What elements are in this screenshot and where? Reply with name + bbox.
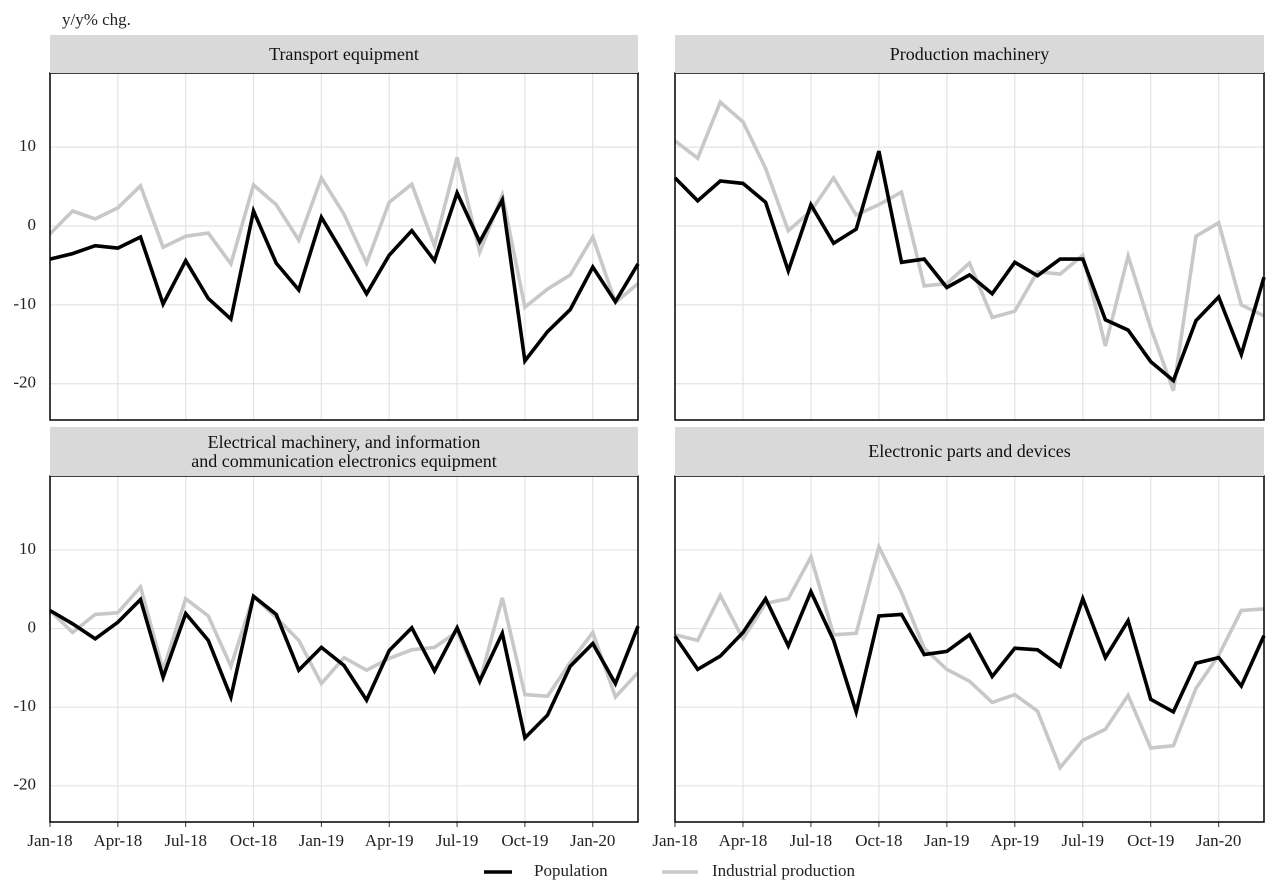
y-tick-label: 0 bbox=[28, 617, 37, 636]
y-tick-label: 0 bbox=[28, 215, 37, 234]
x-tick-label: Apr-18 bbox=[93, 831, 142, 850]
x-tick-label: Jan-18 bbox=[652, 831, 697, 850]
panel-title: Production machinery bbox=[675, 35, 1264, 73]
x-tick-label: Apr-18 bbox=[719, 831, 768, 850]
x-tick-label: Apr-19 bbox=[365, 831, 414, 850]
series-line bbox=[673, 587, 1266, 719]
series-line bbox=[48, 583, 640, 701]
x-tick-label: Jan-19 bbox=[299, 831, 344, 850]
panel-frame bbox=[674, 72, 1265, 421]
series-line bbox=[49, 188, 640, 366]
x-tick-label: Jan-18 bbox=[27, 831, 72, 850]
x-tick-label: Oct-18 bbox=[230, 831, 277, 850]
series-line bbox=[48, 156, 640, 311]
series-line bbox=[674, 541, 1265, 772]
y-tick-label: -20 bbox=[13, 775, 36, 794]
y-tick-label: -10 bbox=[13, 696, 36, 715]
legend-label: Population bbox=[534, 861, 608, 880]
panel-title: Electronic parts and devices bbox=[675, 427, 1264, 476]
panel-title: Transport equipment bbox=[50, 35, 638, 73]
x-tick-label: Apr-19 bbox=[990, 831, 1039, 850]
y-tick-label: 10 bbox=[19, 136, 36, 155]
x-tick-label: Jan-20 bbox=[1196, 831, 1241, 850]
x-tick-label: Jan-20 bbox=[570, 831, 615, 850]
series-line bbox=[49, 593, 640, 742]
y-axis-label: y/y% chg. bbox=[62, 10, 131, 29]
y-tick-label: 10 bbox=[19, 539, 36, 558]
x-tick-label: Jul-19 bbox=[1062, 831, 1105, 850]
panel-frame bbox=[674, 475, 1265, 823]
x-tick-label: Jan-19 bbox=[924, 831, 969, 850]
y-tick-label: -10 bbox=[13, 294, 36, 313]
panel-frame bbox=[49, 475, 639, 823]
x-tick-label: Jul-18 bbox=[164, 831, 207, 850]
x-tick-label: Oct-19 bbox=[1127, 831, 1174, 850]
series-line bbox=[673, 150, 1266, 384]
y-tick-label: -20 bbox=[13, 373, 36, 392]
x-tick-label: Jul-19 bbox=[436, 831, 479, 850]
x-tick-label: Oct-18 bbox=[855, 831, 902, 850]
series-line bbox=[673, 99, 1265, 392]
panel-title: Electrical machinery, and information an… bbox=[50, 427, 638, 476]
x-tick-label: Jul-18 bbox=[790, 831, 833, 850]
panel-frame bbox=[49, 72, 639, 421]
x-tick-label: Oct-19 bbox=[501, 831, 548, 850]
legend-label: Industrial production bbox=[712, 861, 856, 880]
